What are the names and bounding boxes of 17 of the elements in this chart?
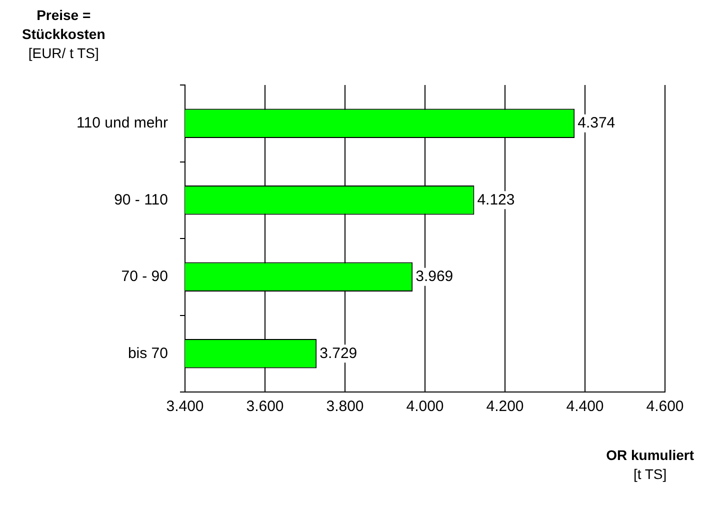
x-tick-label: 4.000 — [406, 398, 444, 416]
data-label: 4.123 — [477, 191, 515, 208]
x-tick-label: 3.600 — [246, 398, 284, 416]
data-label: 4.374 — [578, 114, 616, 132]
x-tick-label: 4.200 — [486, 398, 524, 416]
data-label: 3.969 — [416, 268, 454, 286]
y-tick-label: 90 - 110 — [114, 191, 168, 208]
x-tick-label: 3.400 — [166, 398, 204, 416]
y-axis-title: Preise = Stückkosten [EUR/ t TS] — [22, 6, 106, 63]
y-tick-label: 110 und mehr — [76, 114, 168, 132]
y-tick-label: bis 70 — [128, 344, 168, 362]
y-tick-label: 70 - 90 — [121, 268, 168, 286]
x-tick-label: 4.400 — [566, 398, 604, 416]
x-tick-label: 4.600 — [646, 398, 684, 416]
x-axis-title: OR kumuliert [t TS] — [606, 446, 694, 484]
data-label: 3.729 — [320, 344, 358, 362]
x-tick-label: 3.800 — [326, 398, 364, 416]
